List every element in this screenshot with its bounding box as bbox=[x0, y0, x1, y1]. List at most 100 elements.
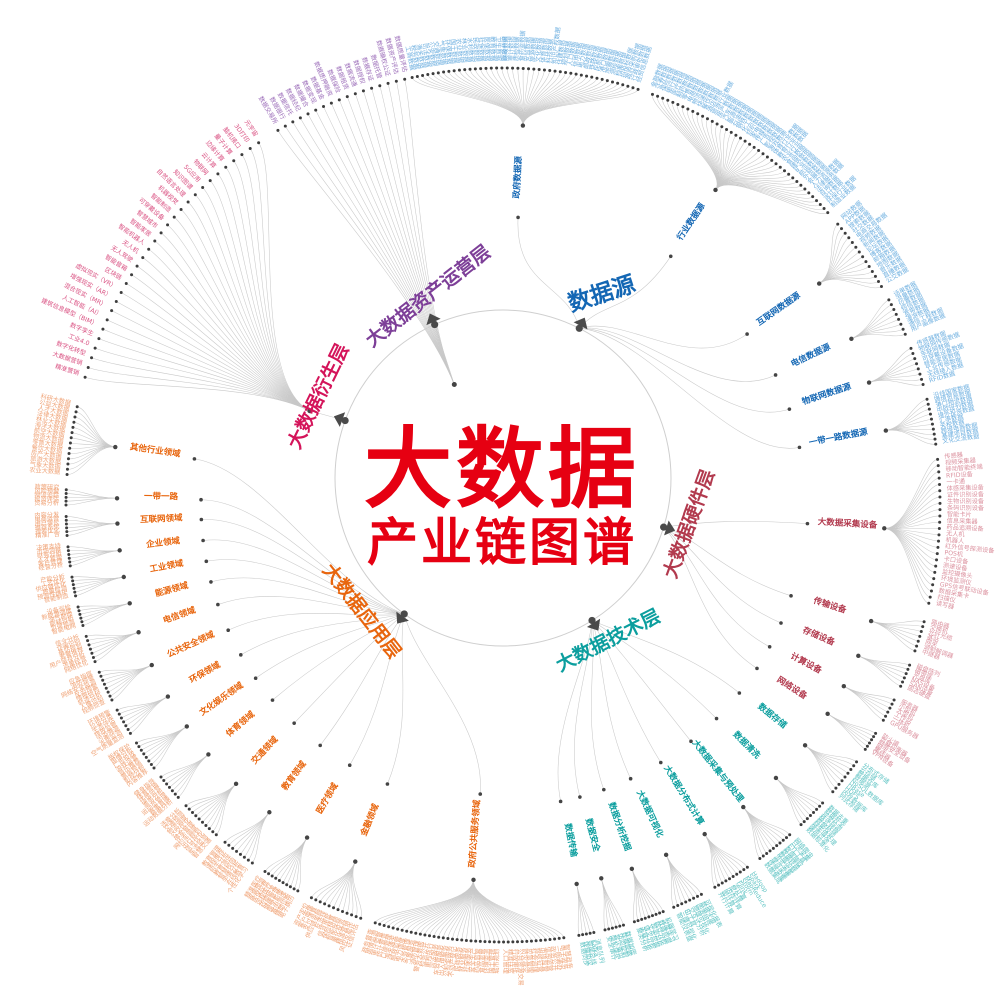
leaf-dot bbox=[86, 639, 90, 643]
leaf-dot bbox=[231, 846, 235, 850]
leaf-dot bbox=[314, 108, 318, 112]
leaf-link bbox=[66, 489, 118, 499]
leaf-link bbox=[704, 833, 723, 884]
leaf-link bbox=[851, 299, 889, 340]
leaf-dot bbox=[469, 939, 473, 943]
group-vertex-dot bbox=[165, 694, 171, 699]
leaf-link bbox=[868, 348, 912, 383]
group-vertex-dot bbox=[115, 521, 120, 526]
sector-label: 大数据技术层 bbox=[552, 604, 664, 676]
leaf-link bbox=[396, 81, 455, 385]
group-inner-dot bbox=[767, 644, 772, 649]
leaf-label: 气象大数据 bbox=[29, 460, 60, 471]
leaf-label: RFID设备 bbox=[946, 470, 974, 480]
leaf-dot bbox=[765, 851, 769, 855]
leaf-link bbox=[819, 237, 849, 284]
leaf-dot bbox=[886, 710, 890, 714]
leaf-label: 财务分析 bbox=[37, 549, 62, 560]
leaf-dot bbox=[925, 397, 929, 401]
group-label: 传输设备 bbox=[811, 595, 848, 616]
leaf-dot bbox=[811, 195, 815, 199]
leaf-dot bbox=[699, 892, 703, 896]
sector-node-needle-icon bbox=[333, 412, 346, 427]
leaf-dot bbox=[834, 786, 838, 790]
leaf-dot bbox=[70, 431, 74, 435]
leaf-dot bbox=[892, 698, 896, 702]
leaf-label: POS机 bbox=[944, 548, 964, 558]
leaf-dot bbox=[208, 179, 212, 183]
leaf-dot bbox=[296, 889, 300, 893]
branch-to-group-link bbox=[579, 328, 800, 449]
group-inner-dot bbox=[204, 559, 209, 564]
leaf-dot bbox=[920, 377, 924, 381]
leaf-dot bbox=[870, 738, 874, 742]
group-vertex-dot bbox=[816, 281, 822, 286]
leaf-label: 一卡通 bbox=[946, 477, 965, 486]
leaf-dot bbox=[204, 823, 208, 827]
leaf-dot bbox=[632, 920, 636, 924]
leaf-dot bbox=[72, 420, 76, 424]
sector-node-dot bbox=[588, 616, 596, 625]
branch-to-group-link bbox=[319, 613, 405, 746]
leaf-dot bbox=[728, 877, 732, 881]
leaf-link bbox=[225, 167, 310, 411]
leaf-link bbox=[692, 111, 719, 191]
leaf-link bbox=[264, 837, 308, 872]
leaf-dot bbox=[65, 526, 69, 530]
leaf-link bbox=[884, 503, 941, 529]
leaf-link bbox=[315, 110, 455, 385]
leaf-link bbox=[131, 274, 310, 411]
branch-to-group-link bbox=[579, 328, 790, 413]
leaf-dot bbox=[432, 935, 436, 939]
leaf-dot bbox=[933, 570, 937, 574]
leaf-link bbox=[473, 879, 551, 940]
leaf-label: 司法服务 bbox=[428, 943, 440, 969]
leaf-dot bbox=[110, 309, 114, 313]
leaf-dot bbox=[298, 116, 302, 120]
leaf-dot bbox=[529, 939, 533, 943]
leaf-dot bbox=[353, 92, 357, 96]
group-vertex-dot bbox=[233, 781, 239, 787]
group-inner-dot bbox=[578, 795, 582, 799]
leaf-dot bbox=[696, 112, 700, 116]
leaf-dot bbox=[600, 77, 604, 81]
leaf-dot bbox=[867, 741, 871, 745]
leaf-dot bbox=[818, 804, 822, 808]
leaf-dot bbox=[782, 169, 786, 173]
leaf-link bbox=[884, 528, 931, 598]
leaf-dot bbox=[729, 130, 733, 134]
leaf-link bbox=[631, 868, 664, 912]
leaf-dot bbox=[117, 712, 121, 716]
leaf-label: 应急管理 bbox=[525, 948, 534, 973]
leaf-link bbox=[704, 833, 748, 868]
leaf-dot bbox=[774, 162, 778, 166]
leaf-label: 药品追溯设备 bbox=[946, 523, 984, 533]
group-label: 金融领域 bbox=[358, 802, 382, 839]
leaf-dot bbox=[607, 927, 611, 931]
leaf-dot bbox=[64, 503, 68, 507]
leaf-link bbox=[94, 632, 139, 662]
leaf-dot bbox=[937, 527, 941, 531]
leaf-label: 交通数据 bbox=[432, 41, 444, 67]
leaf-dot bbox=[525, 939, 529, 943]
leaf-dot bbox=[73, 590, 77, 594]
leaf-link bbox=[827, 713, 866, 750]
leaf-dot bbox=[130, 273, 134, 277]
leaf-dot bbox=[79, 616, 83, 620]
group-vertex-dot bbox=[121, 574, 126, 580]
group-vertex-dot bbox=[868, 618, 874, 624]
leaf-dot bbox=[758, 857, 762, 861]
leaf-link bbox=[146, 726, 187, 758]
leaf-dot bbox=[899, 322, 903, 326]
leaf-label: 人口数据 bbox=[566, 41, 578, 67]
leaf-dot bbox=[455, 938, 459, 942]
leaf-dot bbox=[345, 911, 349, 915]
group-label: 政府数据源 bbox=[511, 155, 524, 199]
group-vertex-dot bbox=[184, 724, 190, 729]
leaf-dot bbox=[67, 451, 71, 455]
leaf-dot bbox=[537, 67, 541, 71]
leaf-dot bbox=[795, 180, 799, 184]
sector-node-dot bbox=[400, 610, 408, 618]
leaf-link bbox=[775, 777, 802, 825]
leaf-label: 市场监管 bbox=[539, 947, 549, 972]
